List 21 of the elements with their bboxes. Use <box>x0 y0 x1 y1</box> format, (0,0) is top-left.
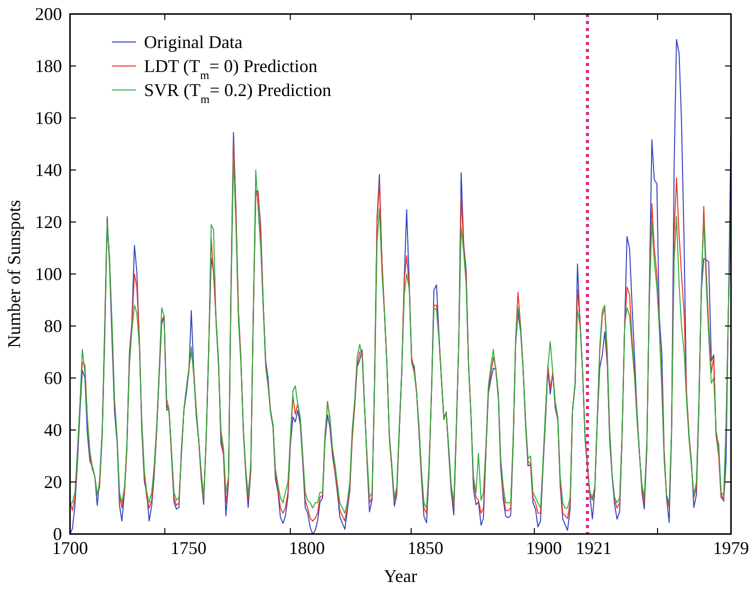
y-tick-label: 120 <box>35 212 62 232</box>
x-tick-label: 1979 <box>713 538 749 558</box>
y-tick-label: 180 <box>35 56 62 76</box>
x-tick-label: 1800 <box>288 538 325 558</box>
legend-label: SVR (T$_{m}$= 0.2) Prediction <box>144 80 332 106</box>
y-tick-label: 160 <box>35 108 62 128</box>
x-tick-label: 1921 <box>576 538 612 558</box>
y-tick-label: 80 <box>44 316 62 336</box>
y-tick-label: 100 <box>35 264 62 284</box>
y-tick-label: 140 <box>35 160 62 180</box>
y-axis-title: Number of Sunspots <box>4 200 24 348</box>
y-tick-label: 60 <box>44 368 62 388</box>
x-tick-label: 1850 <box>407 538 444 558</box>
y-tick-label: 200 <box>35 4 62 24</box>
x-tick-label: 1900 <box>526 538 562 558</box>
legend-label: Original Data <box>144 32 242 52</box>
legend-label: LDT (T$_{m}$= 0) Prediction <box>144 56 318 82</box>
y-tick-label: 40 <box>44 420 62 440</box>
x-tick-label: 1750 <box>170 538 206 558</box>
y-tick-label: 20 <box>44 472 62 492</box>
x-axis-title: Year <box>384 566 418 586</box>
